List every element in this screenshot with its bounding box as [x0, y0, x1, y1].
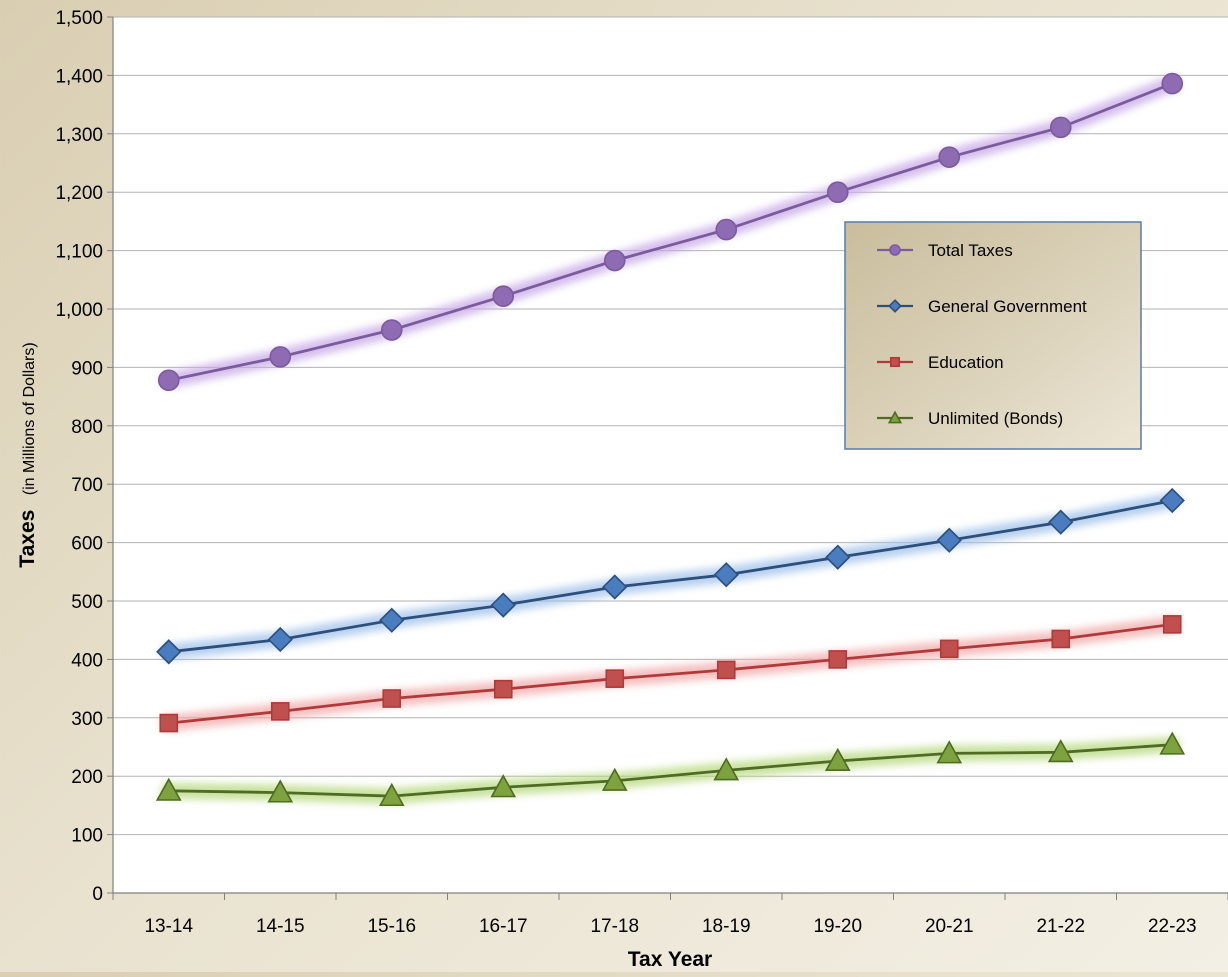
unlimited-bonds-point: [713, 757, 740, 781]
y-tick-label: 1,500: [55, 8, 103, 29]
x-tick-label: 18-19: [702, 916, 751, 937]
total-taxes-point: [1161, 72, 1184, 95]
x-axis-title: Tax Year: [628, 948, 712, 971]
y-tick-label: 200: [71, 767, 103, 788]
y-tick-label: 800: [71, 417, 103, 438]
legend-box: [844, 221, 1142, 450]
total-taxes-series: [157, 72, 1184, 392]
y-tick-label: 500: [71, 592, 103, 613]
general-government-point: [713, 562, 739, 588]
y-tick-label: 300: [71, 709, 103, 730]
series: [155, 72, 1186, 807]
education-point: [1162, 615, 1182, 634]
unlimited-bonds-point: [267, 779, 294, 803]
y-tick-label: 1,300: [55, 125, 103, 146]
y-tick-label: 900: [71, 358, 103, 379]
y-axis-title: Taxes (in Millions of Dollars): [16, 342, 39, 567]
total-taxes-point: [1049, 116, 1072, 139]
tick-labels: 0 100 200 300 400 500 600 700 800 900 1,000 1,100 1,…: [55, 8, 1196, 937]
x-tick-label: 13-14: [144, 916, 193, 937]
unlimited-bonds-point: [378, 782, 405, 807]
total-taxes-point: [603, 249, 626, 272]
unlimited-bonds-point: [824, 747, 851, 772]
x-tick-label: 17-18: [590, 916, 639, 937]
unlimited-bonds-point: [1047, 739, 1074, 763]
x-tick-label: 15-16: [367, 916, 416, 937]
general-government-point: [825, 544, 851, 570]
legend-label: General Government: [928, 297, 1087, 316]
education-point: [159, 713, 179, 733]
x-tick-label: 16-17: [479, 916, 528, 937]
unlimited-bonds-point: [155, 777, 182, 801]
education-line: [168, 623, 1173, 725]
unlimited-bonds-point: [936, 740, 963, 764]
legend-item-unlimited-bonds: Unlimited (Bonds): [877, 409, 1063, 428]
y-tick-label: 0: [92, 884, 103, 905]
general-government-line: [168, 499, 1173, 654]
y-tick-label: 600: [71, 534, 103, 555]
legend-item-total-taxes: Total Taxes: [877, 241, 1013, 260]
general-government-series: [156, 487, 1185, 665]
general-government-point: [1159, 487, 1185, 514]
unlimited-bonds-series: [155, 731, 1186, 807]
education-point: [493, 679, 513, 699]
education-point: [828, 650, 848, 669]
unlimited-bonds-line: [168, 743, 1173, 798]
unlimited-bonds-point: [601, 767, 628, 791]
education-point: [939, 639, 959, 659]
legend-marker-square: [889, 356, 901, 368]
legend-marker-triangle: [887, 410, 903, 424]
y-axis-title-sub: (in Millions of Dollars): [21, 342, 38, 495]
legend-item-general-government: General Government: [877, 297, 1087, 316]
total-taxes-point: [938, 146, 961, 168]
x-tick-label: 19-20: [813, 916, 862, 937]
general-government-point: [602, 574, 628, 600]
general-government-point: [156, 639, 182, 665]
y-tick-label: 1,100: [55, 242, 103, 263]
general-government-point: [1048, 509, 1074, 535]
axes: [107, 16, 1228, 900]
total-taxes-point: [380, 319, 403, 341]
total-taxes-point: [157, 369, 180, 392]
education-point: [270, 702, 290, 721]
unlimited-bonds-point: [490, 774, 517, 798]
x-tick-label: 22-23: [1148, 916, 1197, 937]
y-tick-label: 1,000: [55, 300, 103, 321]
education-point: [382, 689, 402, 708]
y-tick-label: 1,400: [55, 66, 103, 87]
legend-marker-diamond: [888, 299, 902, 313]
education-series: [159, 615, 1182, 733]
total-taxes-line: [168, 82, 1173, 382]
y-tick-label: 1,200: [55, 183, 103, 204]
legend-marker-circle: [889, 244, 901, 256]
education-point: [716, 660, 736, 680]
general-government-point: [267, 626, 293, 653]
total-taxes-point: [492, 285, 515, 307]
total-taxes-point: [269, 346, 292, 368]
y-tick-label: 400: [71, 650, 103, 671]
general-government-point: [490, 592, 516, 618]
general-government-point: [936, 527, 962, 553]
general-government-point: [379, 607, 405, 633]
legend-label: Unlimited (Bonds): [928, 409, 1063, 428]
legend-label: Total Taxes: [928, 241, 1013, 260]
education-point: [1051, 629, 1071, 649]
total-taxes-point: [826, 181, 849, 203]
x-tick-label: 21-22: [1036, 916, 1085, 937]
unlimited-bonds-point: [1159, 731, 1186, 755]
legend-item-education: Education: [877, 353, 1004, 372]
total-taxes-point: [715, 218, 738, 241]
education-point: [605, 669, 625, 688]
y-tick-label: 700: [71, 475, 103, 496]
y-tick-label: 100: [71, 826, 103, 847]
legend: Total Taxes General Government Education Un…: [844, 221, 1142, 450]
x-tick-label: 20-21: [925, 916, 974, 937]
x-tick-label: 14-15: [256, 916, 305, 937]
y-axis-title-main: Taxes: [16, 510, 39, 568]
legend-label: Education: [928, 353, 1004, 372]
